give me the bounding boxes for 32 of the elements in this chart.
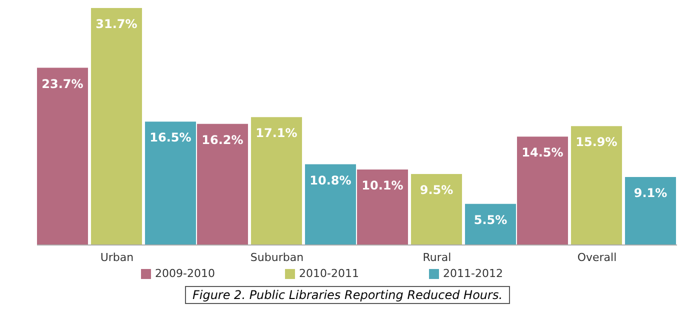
bar [145, 122, 196, 245]
x-tick-label: Suburban [250, 250, 304, 264]
data-label: 31.7% [96, 17, 138, 31]
data-label: 16.2% [202, 132, 244, 147]
data-label: 14.5% [522, 146, 564, 160]
data-label: 10.8% [310, 173, 352, 188]
data-label: 5.5% [474, 212, 508, 227]
data-label: 10.1% [362, 178, 404, 192]
legend-label: 2009-2010 [155, 267, 216, 280]
bar [91, 8, 142, 245]
data-label: 15.9% [576, 135, 618, 150]
bar [305, 164, 356, 245]
x-tick-label: Overall [577, 250, 617, 264]
data-label: 9.5% [420, 182, 454, 197]
bar [411, 174, 462, 245]
bar [465, 204, 516, 245]
bar [37, 68, 88, 245]
data-label: 16.5% [150, 130, 192, 145]
legend-label: 2010-2011 [299, 267, 359, 280]
data-label: 9.1% [634, 186, 668, 200]
bar [197, 124, 248, 245]
caption: Figure 2. Public Libraries Reporting Reduced Hours. [185, 286, 510, 304]
legend-label: 2011-2012 [442, 267, 503, 280]
data-label: 23.7% [42, 76, 84, 91]
x-tick-label: Urban [100, 250, 134, 264]
bar [571, 126, 622, 245]
data-label: 17.1% [256, 126, 298, 140]
bar [251, 117, 302, 245]
bar [625, 176, 676, 245]
bar [357, 169, 408, 245]
x-tick-label: Rural [422, 250, 452, 264]
bar [517, 136, 568, 245]
